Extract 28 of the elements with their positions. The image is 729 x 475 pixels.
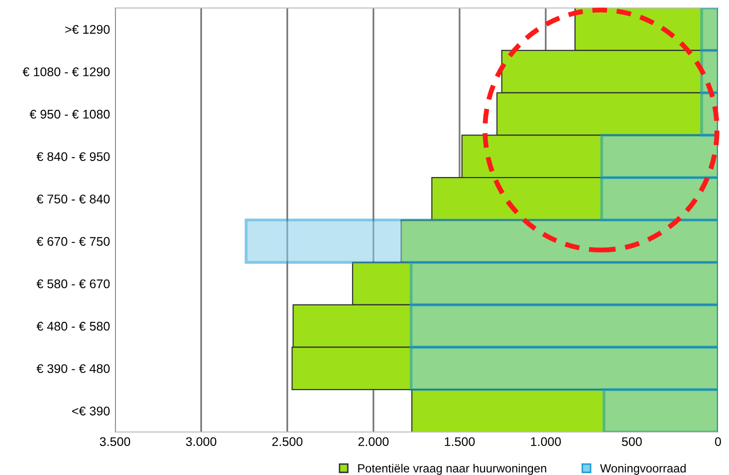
y-tick-label: € 840 - € 950 <box>36 152 110 162</box>
x-tick-label: 0 <box>715 437 721 446</box>
bar <box>600 134 718 179</box>
y-tick-label: >€ 1290 <box>65 25 110 34</box>
bar <box>602 388 718 432</box>
x-tick-label: 1.000 <box>531 437 561 446</box>
y-tick-label: € 950 - € 1080 <box>30 110 110 119</box>
bar <box>410 303 718 349</box>
bar <box>600 176 718 222</box>
bar <box>700 8 718 52</box>
y-tick-label: <€ 390 <box>72 406 110 416</box>
legend-label: Woningvoorraad <box>600 464 686 475</box>
x-tick-label: 2.000 <box>358 437 389 446</box>
x-tick-label: 1.500 <box>444 437 475 446</box>
legend-label: Potentiële vraag naar huurwoningen <box>358 464 546 475</box>
x-tick-label: 500 <box>622 437 642 446</box>
y-tick-label: € 1080 - € 1290 <box>22 67 110 76</box>
y-tick-label: € 390 - € 480 <box>36 364 110 374</box>
y-tick-label: € 670 - € 750 <box>36 237 110 246</box>
y-tick-label: € 750 - € 840 <box>36 194 110 204</box>
x-tick-label: 3.000 <box>186 437 216 446</box>
x-tick-label: 2.500 <box>272 437 302 446</box>
y-tick-label: € 580 - € 670 <box>36 279 110 288</box>
bar <box>410 346 718 391</box>
x-tick-label: 3.500 <box>100 437 130 446</box>
bar <box>410 261 718 306</box>
bar <box>244 218 718 264</box>
y-tick-label: € 480 - € 580 <box>36 322 110 331</box>
